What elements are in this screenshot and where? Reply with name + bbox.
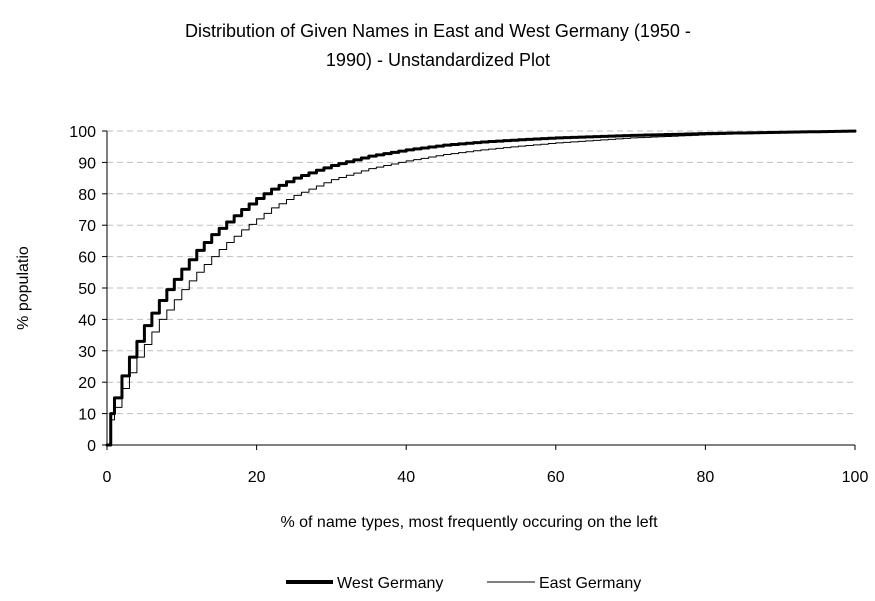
y-tick-label: 80 — [78, 187, 96, 204]
y-tick-label: 0 — [87, 438, 96, 455]
plot-area-series — [105, 129, 857, 447]
legend: West Germany East Germany — [286, 575, 641, 592]
x-tick-label: 80 — [697, 469, 715, 486]
y-tick-label: 10 — [78, 407, 96, 424]
y-tick-label: 70 — [78, 218, 96, 235]
y-tick-label: 100 — [69, 124, 96, 141]
y-tick-label: 90 — [78, 155, 96, 172]
series-line-east-germany — [106, 130, 856, 446]
x-tick-label: 20 — [248, 469, 266, 486]
x-axis-tick-labels: 0 20 40 60 80 100 — [103, 469, 869, 486]
series-line-west-germany — [105, 129, 857, 447]
y-tick-label: 40 — [78, 312, 96, 329]
y-axis-label: % populatio — [15, 246, 32, 330]
legend-label-west-germany: West Germany — [337, 575, 443, 592]
x-tick-label: 0 — [103, 469, 112, 486]
y-tick-label: 20 — [78, 375, 96, 392]
legend-label-east-germany: East Germany — [539, 575, 641, 592]
x-tick-label: 100 — [842, 469, 869, 486]
x-tick-label: 60 — [547, 469, 565, 486]
gridlines — [107, 130, 855, 415]
x-axis-label: % of name types, most frequently occurin… — [280, 514, 658, 531]
chart-title-line-2: 1990) - Unstandardized Plot — [326, 50, 550, 70]
x-tick-label: 40 — [397, 469, 415, 486]
y-tick-label: 50 — [78, 281, 96, 298]
chart-title: Distribution of Given Names in East and … — [185, 21, 691, 70]
y-tick-label: 60 — [78, 250, 96, 267]
y-axis-tick-labels: 0 10 20 30 40 50 60 70 80 90 100 — [69, 124, 96, 455]
chart-title-line-1: Distribution of Given Names in East and … — [185, 21, 691, 41]
y-tick-label: 30 — [78, 344, 96, 361]
axes — [102, 130, 856, 450]
